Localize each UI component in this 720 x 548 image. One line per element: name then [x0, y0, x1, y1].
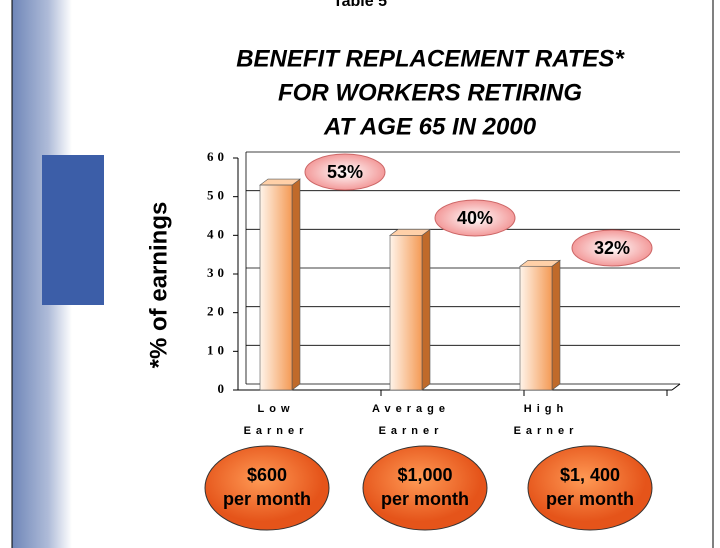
- income-oval: [362, 445, 488, 531]
- income-label: per month: [223, 489, 311, 509]
- decor-block: [42, 155, 104, 305]
- income-label: per month: [381, 489, 469, 509]
- income-oval: [204, 445, 330, 531]
- bar: [519, 265, 553, 391]
- y-tick-label: 10: [207, 342, 228, 357]
- y-tick-label: 50: [207, 188, 228, 203]
- x-tick-label: Low Earner: [243, 403, 309, 437]
- value-label-bg: [434, 199, 516, 237]
- bar-side: [551, 259, 561, 391]
- y-tick-label: 30: [207, 265, 228, 280]
- value-label: 53%: [327, 162, 363, 182]
- chart-title: FOR WORKERS RETIRING: [278, 79, 582, 106]
- y-axis-label: *% of earnings: [145, 202, 172, 369]
- bar-side: [421, 228, 431, 391]
- chart-title: BENEFIT REPLACEMENT RATES*: [236, 45, 625, 72]
- floor: [671, 383, 681, 391]
- y-tick-label: 20: [207, 304, 228, 319]
- income-label: $1, 400: [560, 465, 620, 485]
- y-tick-label: 60: [207, 149, 228, 164]
- value-label: 32%: [594, 238, 630, 258]
- chart-title: AT AGE 65 IN 2000: [323, 113, 537, 140]
- bar: [259, 184, 293, 391]
- x-tick-label: High Earner: [513, 403, 579, 437]
- bar-side: [291, 178, 301, 391]
- y-tick-label: 40: [207, 226, 228, 241]
- income-label: $600: [247, 465, 287, 485]
- value-label-bg: [304, 153, 386, 191]
- income-oval: [527, 445, 653, 531]
- value-label-bg: [571, 229, 653, 267]
- header: Table 5: [333, 0, 387, 10]
- value-label: 40%: [457, 208, 493, 228]
- income-label: $1,000: [397, 465, 452, 485]
- bar: [389, 235, 423, 391]
- income-label: per month: [546, 489, 634, 509]
- x-tick-label: Average Earner: [371, 403, 450, 437]
- y-tick-label: 0: [218, 381, 229, 396]
